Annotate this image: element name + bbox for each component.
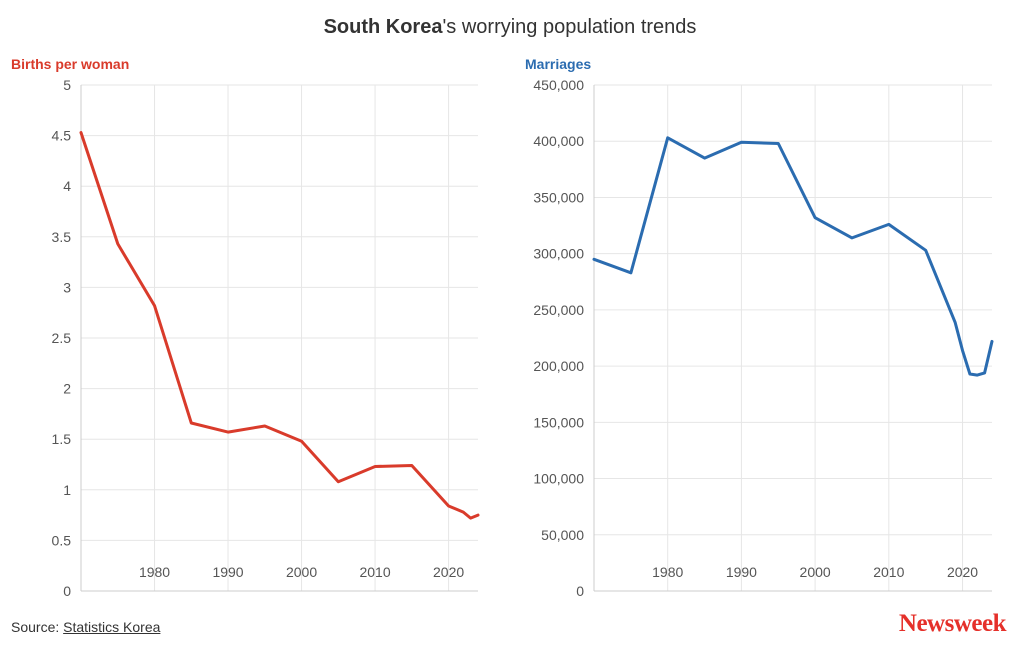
marriages-x-tick-label: 1980 [652,564,683,580]
births-y-tick-label: 4.5 [52,128,72,144]
births-y-tick-label: 2.5 [52,330,72,346]
marriages-y-tick-label: 400,000 [533,133,584,149]
marriages-y-tick-label: 350,000 [533,189,584,205]
source-prefix: Source: [11,619,64,635]
marriages-x-tick-label: 2020 [947,564,978,580]
births-x-tick-label: 1990 [212,564,243,580]
source-note: Source: Statistics Korea [11,619,160,635]
births-x-tick-label: 2020 [433,564,464,580]
marriages-y-tick-label: 150,000 [533,414,584,430]
births-y-tick-label: 3.5 [52,229,72,245]
marriages-y-tick-label: 100,000 [533,471,584,487]
marriages-y-tick-label: 300,000 [533,246,584,262]
newsweek-logo: Newsweek [898,610,1007,637]
births-y-tick-label: 0 [63,583,71,599]
chart-title-bold: South Korea [323,16,443,38]
births-panel-title: Births per woman [11,56,130,72]
chart-title-rest: 's worrying population trends [442,16,697,38]
marriages-panel-title: Marriages [525,56,592,72]
births-y-tick-label: 2 [63,381,71,397]
source-link[interactable]: Statistics Korea [63,619,161,635]
births-x-tick-label: 2010 [359,564,390,580]
marriages-y-tick-label: 250,000 [533,302,584,318]
births-x-tick-label: 1980 [139,564,170,580]
births-y-tick-label: 5 [63,77,71,93]
marriages-y-tick-label: 0 [576,583,584,599]
marriages-x-tick-label: 1990 [726,564,757,580]
chart-title: South Korea's worrying population trends [0,16,1020,39]
marriages-x-tick-label: 2010 [873,564,904,580]
births-series-line [79,131,480,520]
marriages-y-tick-label: 50,000 [541,527,584,543]
births-y-tick-label: 4 [63,178,71,194]
marriages-y-tick-label: 450,000 [533,77,584,93]
births-y-tick-label: 1.5 [52,431,72,447]
marriages-x-tick-label: 2000 [800,564,831,580]
marriages-series-line [592,136,994,377]
births-y-tick-label: 0.5 [52,532,72,548]
births-y-tick-label: 1 [63,482,71,498]
marriages-y-tick-label: 200,000 [533,358,584,374]
births-y-tick-label: 3 [63,279,71,295]
births-x-tick-label: 2000 [286,564,317,580]
